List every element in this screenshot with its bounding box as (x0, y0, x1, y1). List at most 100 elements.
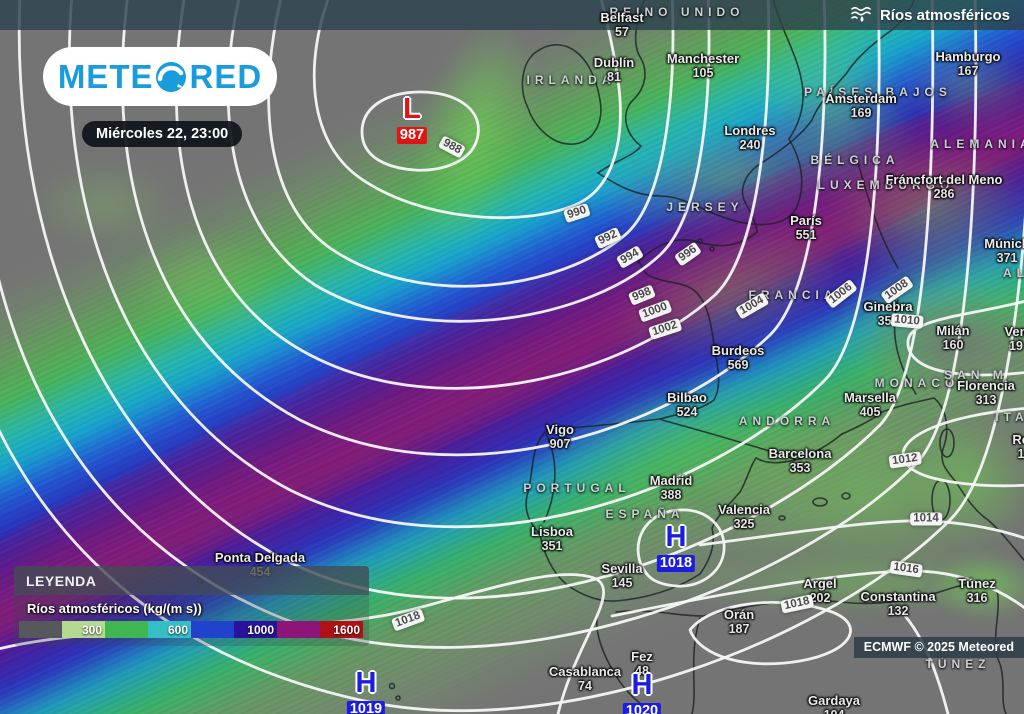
city-name: Florencia (957, 378, 1015, 393)
isobar-pressure-label: 1010 (890, 313, 924, 329)
forecast-datetime: Miércoles 22, 23:00 (82, 121, 243, 147)
city-label: Casablanca 74 (549, 665, 621, 693)
city-name: Ginebra (863, 299, 913, 314)
city-name: Orán (723, 607, 755, 622)
city-name: Bilbao (667, 390, 707, 405)
city-name: Londres (724, 123, 776, 138)
city-value: 74 (578, 679, 592, 693)
pressure-center-marker: L 987 (396, 93, 428, 148)
isobar-pressure-label: 1006 (824, 279, 858, 309)
city-name: Milán (936, 323, 970, 338)
isobar-pressure-label: 1014 (910, 512, 942, 526)
city-value: 351 (541, 539, 563, 553)
isobar-pressure-label: 996 (673, 241, 703, 267)
city-name: Gardaya (807, 693, 861, 708)
pressure-center-value: 987 (396, 127, 428, 144)
city-name: Ven (1004, 324, 1024, 339)
city-value: 551 (795, 228, 817, 242)
isobar-pressure-label: 990 (563, 202, 591, 224)
city-label: Múnich 371 (984, 237, 1024, 265)
city-label: Milán 160 (936, 324, 969, 352)
city-name: Ro (1012, 432, 1024, 447)
isobar-pressure-label: 1018 (390, 608, 426, 632)
city-label: Belfast 57 (600, 11, 643, 39)
city-label: Marsella 405 (844, 391, 896, 419)
city-label: Orán 187 (724, 608, 754, 636)
city-label: Lisboa 351 (531, 525, 573, 553)
city-value: 132 (887, 604, 909, 618)
city-value: 104 (808, 709, 860, 714)
isobar-pressure-label: 998 (627, 284, 657, 306)
city-label: Constantina 132 (860, 590, 935, 618)
region-label: IRLANDA (526, 73, 616, 87)
legend-swatch: 300 (62, 621, 105, 638)
meteored-logo[interactable]: METE RED (43, 47, 277, 106)
city-label: Burdeos 569 (712, 344, 765, 372)
city-value: 313 (975, 393, 997, 407)
city-name: Constantina (860, 589, 936, 604)
legend-swatch: 600 (148, 621, 191, 638)
city-name: Marsella (843, 390, 897, 405)
isobar-pressure-label: 1000 (637, 299, 673, 323)
city-label: Madrid 388 (650, 474, 693, 502)
region-label: TÚNEZ (925, 657, 991, 671)
city-value: 371 (996, 251, 1018, 265)
legend-swatch (191, 621, 234, 638)
region-label: ESPAÑA (605, 507, 685, 521)
isobar-pressure-label: 988 (437, 135, 467, 159)
pressure-center-value: 1019 (346, 701, 386, 714)
region-label: BÉLGICA (810, 153, 900, 167)
city-name: Ponta Delgada (214, 550, 306, 565)
city-value: 524 (676, 405, 698, 419)
legend-color-scale: 300 600 1000 1600 (19, 621, 364, 638)
city-name: Múnich (984, 236, 1024, 251)
pressure-center-letter: L (403, 93, 421, 125)
city-value: 325 (733, 517, 755, 531)
legend-variable-label: Ríos atmosféricos (kg/(m s)) (27, 601, 202, 616)
city-label: Túnez 316 (958, 577, 996, 605)
city-label: Londres 240 (724, 124, 775, 152)
map-layer-title: Ríos atmosféricos (879, 6, 1010, 24)
pressure-center-value: 1018 (656, 555, 696, 572)
header-bar: Ríos atmosféricos (0, 0, 1024, 30)
city-name: Lisboa (531, 524, 573, 539)
city-value: 240 (739, 138, 761, 152)
city-name: Manchester (666, 51, 740, 66)
region-label: ANDORRA (738, 414, 836, 428)
city-value: 405 (859, 405, 881, 419)
city-label: Ven 19 (1004, 325, 1024, 353)
city-name: Argel (803, 576, 837, 591)
region-label: LUXEMBURGO (817, 178, 955, 192)
city-value: 907 (549, 437, 571, 451)
city-name: Sevilla (601, 561, 643, 576)
city-name: Belfast (600, 10, 644, 25)
attribution: ECMWF © 2025 Meteored (853, 637, 1024, 658)
city-label: Fez 48 (631, 650, 653, 678)
legend-swatch-value: 1600 (333, 622, 360, 637)
moisture-patch (930, 550, 1024, 622)
legend-swatch-value: 1000 (247, 622, 274, 637)
city-value: 388 (660, 488, 682, 502)
pressure-center-letter: H (665, 521, 687, 553)
region-label: SAN M (944, 368, 1008, 382)
city-value: 316 (966, 591, 988, 605)
city-label: Vigo 907 (546, 423, 574, 451)
region-label: PORTUGAL (523, 481, 631, 495)
moisture-patch (900, 40, 1024, 130)
city-name: Túnez (958, 576, 996, 591)
city-name: Barcelona (768, 446, 832, 461)
legend-swatch (277, 621, 320, 638)
legend-swatch-value: 600 (167, 622, 188, 637)
city-value: 169 (850, 106, 872, 120)
isobar-pressure-label: 994 (615, 245, 645, 269)
city-label: Dublín 81 (594, 56, 634, 84)
region-label: FRANCIA (748, 288, 838, 302)
city-label: Fráncfort del Meno 286 (885, 173, 1002, 201)
isobar-pressure-label: 1002 (647, 317, 683, 341)
city-label: Manchester 105 (667, 52, 739, 80)
city-value: 19 (1009, 339, 1023, 353)
city-value: 353 (789, 461, 811, 475)
isobar-pressure-label: 1018 (780, 594, 814, 614)
